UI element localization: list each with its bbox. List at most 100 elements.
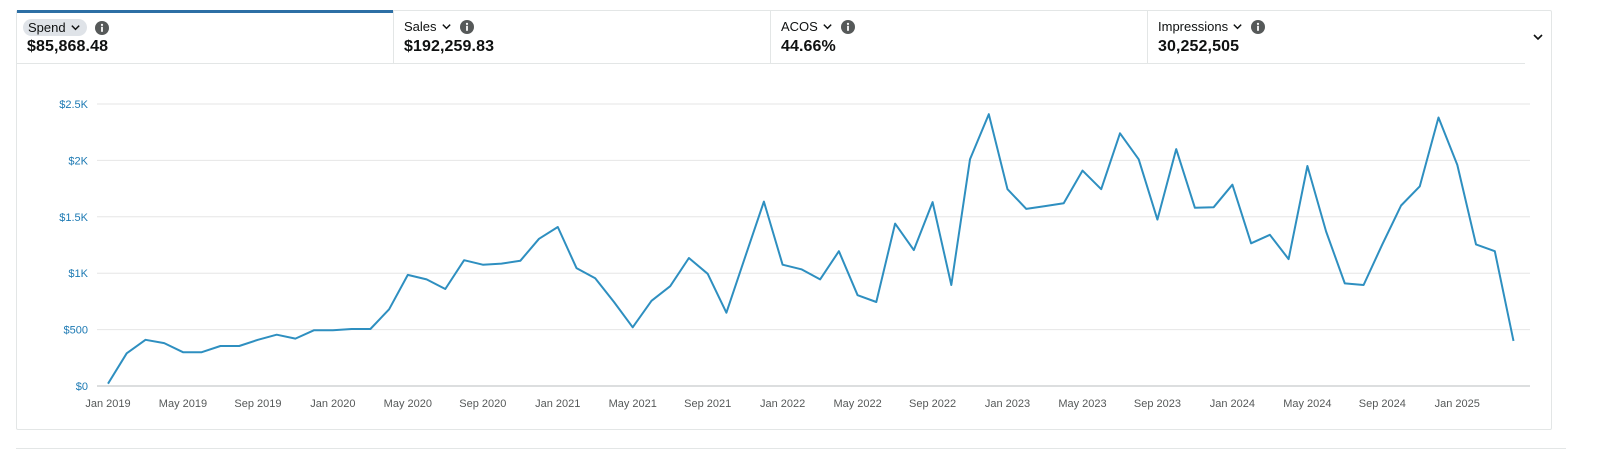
data-point[interactable] <box>574 265 580 271</box>
chevron-down-icon <box>1533 34 1543 41</box>
data-point[interactable] <box>1061 200 1067 206</box>
data-point[interactable] <box>1023 206 1029 212</box>
data-point[interactable] <box>723 310 729 316</box>
metric-tab-impressions[interactable]: Impressions 30,252,505 <box>1148 11 1525 63</box>
data-point[interactable] <box>686 255 692 261</box>
data-point[interactable] <box>517 258 523 264</box>
data-point[interactable] <box>1079 168 1085 174</box>
data-point[interactable] <box>817 276 823 282</box>
data-point[interactable] <box>1192 205 1198 211</box>
y-tick-label: $0 <box>76 381 88 393</box>
data-point[interactable] <box>180 349 186 355</box>
data-point[interactable] <box>236 343 242 349</box>
data-point[interactable] <box>367 326 373 332</box>
data-point[interactable] <box>761 199 767 205</box>
data-point[interactable] <box>255 337 261 343</box>
data-point[interactable] <box>780 262 786 268</box>
data-point[interactable] <box>967 156 973 162</box>
data-point[interactable] <box>386 306 392 312</box>
metric-label: ACOS <box>781 19 818 34</box>
data-point[interactable] <box>442 286 448 292</box>
divider <box>16 448 1566 449</box>
data-point[interactable] <box>349 326 355 332</box>
data-point[interactable] <box>873 299 879 305</box>
data-point[interactable] <box>536 236 542 242</box>
data-point[interactable] <box>611 299 617 305</box>
data-point[interactable] <box>124 350 130 356</box>
data-point[interactable] <box>105 381 111 387</box>
data-point[interactable] <box>1267 232 1273 238</box>
data-point[interactable] <box>405 272 411 278</box>
metric-selector-sales[interactable]: Sales <box>404 19 452 34</box>
data-point[interactable] <box>1154 217 1160 223</box>
y-axis-ticks: $0 $500 $1K $1.5K $2K $2.5K <box>59 99 88 393</box>
data-point[interactable] <box>930 199 936 205</box>
data-point[interactable] <box>911 247 917 253</box>
data-point[interactable] <box>986 111 992 117</box>
data-point[interactable] <box>1211 204 1217 210</box>
data-point[interactable] <box>1229 182 1235 188</box>
data-point[interactable] <box>648 298 654 304</box>
data-point[interactable] <box>742 254 748 260</box>
data-point[interactable] <box>1323 228 1329 234</box>
data-point[interactable] <box>1304 163 1310 169</box>
data-point[interactable] <box>274 332 280 338</box>
data-point[interactable] <box>855 292 861 298</box>
data-point[interactable] <box>1436 115 1442 121</box>
data-point[interactable] <box>555 224 561 230</box>
data-point[interactable] <box>424 276 430 282</box>
data-point[interactable] <box>1454 162 1460 168</box>
spend-series-line <box>107 113 1515 385</box>
data-point[interactable] <box>1136 156 1142 162</box>
metric-tab-spend[interactable]: Spend $85,868.48 <box>17 10 394 63</box>
data-point[interactable] <box>592 275 598 281</box>
info-icon[interactable] <box>94 20 109 35</box>
data-point[interactable] <box>1342 280 1348 286</box>
data-point[interactable] <box>705 271 711 277</box>
data-point[interactable] <box>667 283 673 289</box>
info-icon[interactable] <box>1251 19 1266 34</box>
data-point[interactable] <box>330 327 336 333</box>
x-tick-label: May 2020 <box>384 398 432 410</box>
data-point[interactable] <box>1492 248 1498 254</box>
data-point[interactable] <box>499 261 505 267</box>
data-point[interactable] <box>161 340 167 346</box>
data-point[interactable] <box>630 324 636 330</box>
expand-metrics-button[interactable] <box>1525 11 1551 63</box>
data-point[interactable] <box>1379 241 1385 247</box>
data-point[interactable] <box>1005 186 1011 192</box>
data-point[interactable] <box>1042 203 1048 209</box>
metric-value: 30,252,505 <box>1158 38 1240 55</box>
data-point[interactable] <box>1511 338 1517 344</box>
data-point[interactable] <box>199 349 205 355</box>
data-point[interactable] <box>948 282 954 288</box>
data-point[interactable] <box>142 337 148 343</box>
info-icon[interactable] <box>459 19 474 34</box>
metric-selector-acos[interactable]: ACOS <box>781 19 833 34</box>
data-point[interactable] <box>1098 186 1104 192</box>
data-point[interactable] <box>1286 256 1292 262</box>
metric-tab-acos[interactable]: ACOS 44.66% <box>771 11 1148 63</box>
data-point[interactable] <box>1361 282 1367 288</box>
y-tick-label: $1.5K <box>59 212 88 224</box>
metric-selector-spend[interactable]: Spend <box>23 19 87 36</box>
metric-tab-sales[interactable]: Sales $192,259.83 <box>394 11 771 63</box>
data-point[interactable] <box>892 221 898 227</box>
data-point[interactable] <box>1473 241 1479 247</box>
data-point[interactable] <box>217 343 223 349</box>
data-point[interactable] <box>311 327 317 333</box>
data-point[interactable] <box>461 257 467 263</box>
data-point[interactable] <box>836 248 842 254</box>
metric-selector-impressions[interactable]: Impressions <box>1158 19 1243 34</box>
info-icon[interactable] <box>840 19 855 34</box>
data-point[interactable] <box>1173 146 1179 152</box>
data-point[interactable] <box>1398 203 1404 209</box>
data-point[interactable] <box>480 262 486 268</box>
data-point[interactable] <box>798 266 804 272</box>
data-point[interactable] <box>1417 183 1423 189</box>
data-point[interactable] <box>1248 240 1254 246</box>
data-point[interactable] <box>292 336 298 342</box>
data-point[interactable] <box>1117 130 1123 136</box>
chart-series <box>105 111 1517 387</box>
